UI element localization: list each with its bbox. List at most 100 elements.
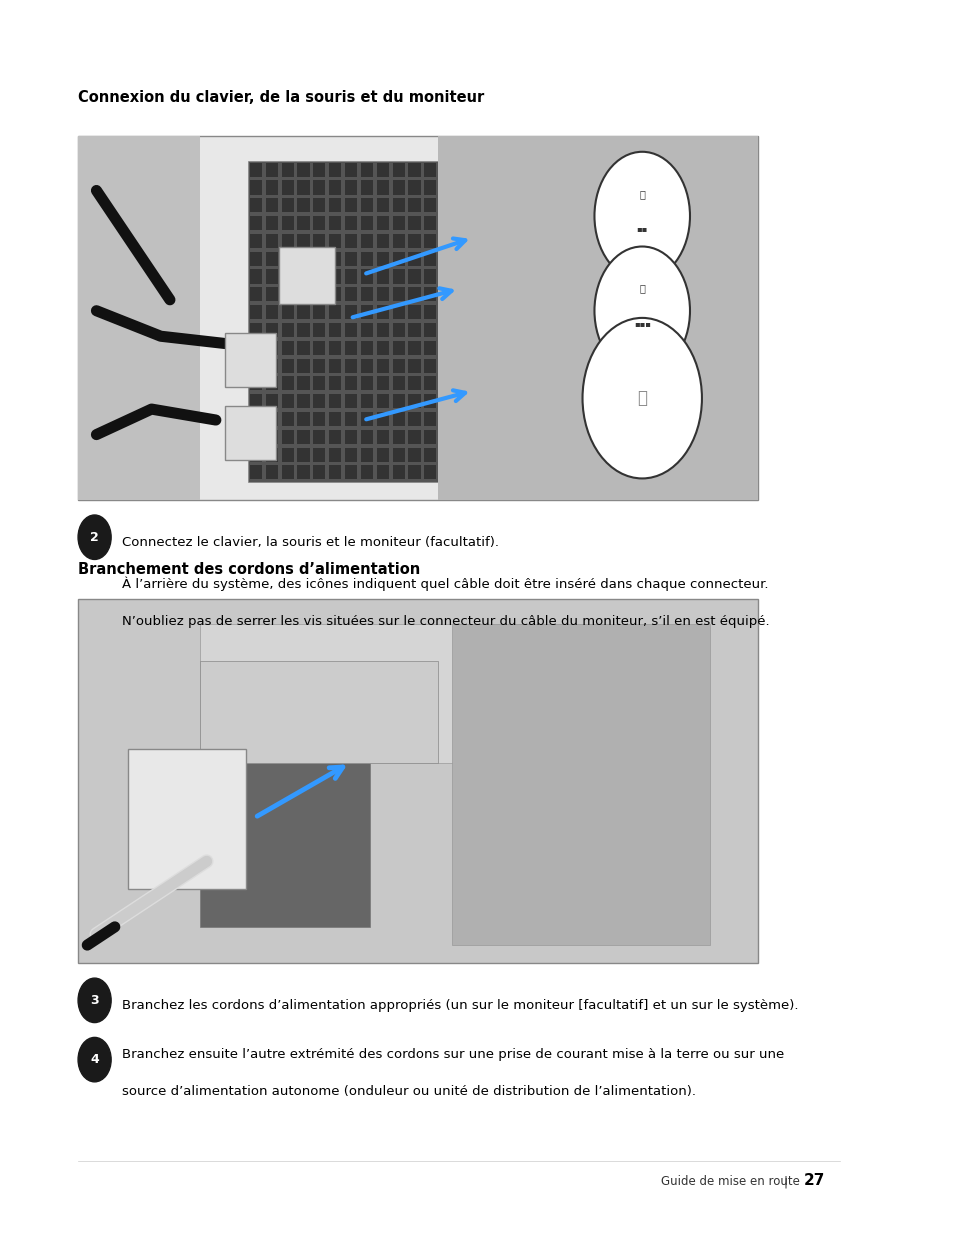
- FancyBboxPatch shape: [313, 341, 325, 354]
- FancyBboxPatch shape: [360, 394, 373, 409]
- FancyBboxPatch shape: [408, 198, 420, 212]
- FancyBboxPatch shape: [78, 136, 200, 500]
- FancyBboxPatch shape: [200, 625, 608, 763]
- FancyBboxPatch shape: [281, 233, 294, 248]
- FancyBboxPatch shape: [313, 252, 325, 266]
- FancyBboxPatch shape: [329, 198, 341, 212]
- FancyBboxPatch shape: [376, 394, 389, 409]
- FancyBboxPatch shape: [266, 322, 277, 337]
- FancyBboxPatch shape: [424, 252, 436, 266]
- Text: ⌸: ⌸: [639, 189, 644, 199]
- FancyBboxPatch shape: [313, 358, 325, 373]
- Text: Branchement des cordons d’alimentation: Branchement des cordons d’alimentation: [78, 562, 420, 577]
- FancyBboxPatch shape: [313, 163, 325, 177]
- FancyBboxPatch shape: [297, 198, 310, 212]
- FancyBboxPatch shape: [424, 198, 436, 212]
- FancyBboxPatch shape: [408, 466, 420, 479]
- FancyBboxPatch shape: [424, 305, 436, 319]
- FancyBboxPatch shape: [345, 412, 356, 426]
- FancyBboxPatch shape: [360, 252, 373, 266]
- FancyBboxPatch shape: [408, 163, 420, 177]
- FancyBboxPatch shape: [329, 180, 341, 194]
- FancyBboxPatch shape: [250, 216, 262, 230]
- FancyBboxPatch shape: [225, 406, 276, 461]
- FancyBboxPatch shape: [250, 180, 262, 194]
- FancyBboxPatch shape: [376, 288, 389, 301]
- FancyBboxPatch shape: [345, 466, 356, 479]
- FancyBboxPatch shape: [266, 305, 277, 319]
- Circle shape: [78, 1037, 111, 1082]
- FancyBboxPatch shape: [313, 322, 325, 337]
- FancyBboxPatch shape: [266, 377, 277, 390]
- FancyBboxPatch shape: [408, 288, 420, 301]
- Circle shape: [594, 247, 689, 375]
- FancyBboxPatch shape: [266, 430, 277, 443]
- FancyBboxPatch shape: [424, 180, 436, 194]
- FancyBboxPatch shape: [424, 377, 436, 390]
- FancyBboxPatch shape: [281, 216, 294, 230]
- FancyBboxPatch shape: [345, 233, 356, 248]
- FancyBboxPatch shape: [281, 198, 294, 212]
- FancyBboxPatch shape: [408, 233, 420, 248]
- FancyBboxPatch shape: [360, 466, 373, 479]
- FancyBboxPatch shape: [329, 412, 341, 426]
- FancyBboxPatch shape: [225, 333, 276, 388]
- FancyBboxPatch shape: [313, 430, 325, 443]
- FancyBboxPatch shape: [376, 252, 389, 266]
- FancyBboxPatch shape: [281, 252, 294, 266]
- FancyBboxPatch shape: [376, 430, 389, 443]
- FancyBboxPatch shape: [329, 447, 341, 462]
- Text: |: |: [782, 1174, 786, 1188]
- FancyBboxPatch shape: [281, 358, 294, 373]
- FancyBboxPatch shape: [360, 216, 373, 230]
- FancyBboxPatch shape: [266, 341, 277, 354]
- FancyBboxPatch shape: [345, 269, 356, 284]
- FancyBboxPatch shape: [360, 341, 373, 354]
- FancyBboxPatch shape: [424, 269, 436, 284]
- FancyBboxPatch shape: [313, 216, 325, 230]
- FancyBboxPatch shape: [281, 377, 294, 390]
- FancyBboxPatch shape: [297, 163, 310, 177]
- FancyBboxPatch shape: [360, 163, 373, 177]
- FancyBboxPatch shape: [424, 322, 436, 337]
- FancyBboxPatch shape: [393, 305, 404, 319]
- FancyBboxPatch shape: [313, 447, 325, 462]
- FancyBboxPatch shape: [266, 180, 277, 194]
- FancyBboxPatch shape: [281, 322, 294, 337]
- Text: ⌸: ⌸: [639, 284, 644, 294]
- FancyBboxPatch shape: [360, 412, 373, 426]
- FancyBboxPatch shape: [281, 180, 294, 194]
- FancyBboxPatch shape: [360, 288, 373, 301]
- FancyBboxPatch shape: [376, 198, 389, 212]
- FancyBboxPatch shape: [424, 466, 436, 479]
- FancyBboxPatch shape: [266, 358, 277, 373]
- FancyBboxPatch shape: [78, 599, 757, 963]
- Circle shape: [78, 515, 111, 559]
- FancyBboxPatch shape: [281, 430, 294, 443]
- FancyBboxPatch shape: [393, 163, 404, 177]
- Text: ▪▪: ▪▪: [636, 224, 647, 233]
- Circle shape: [594, 152, 689, 280]
- FancyBboxPatch shape: [313, 412, 325, 426]
- FancyBboxPatch shape: [329, 269, 341, 284]
- FancyBboxPatch shape: [408, 305, 420, 319]
- FancyBboxPatch shape: [329, 358, 341, 373]
- FancyBboxPatch shape: [424, 216, 436, 230]
- FancyBboxPatch shape: [345, 180, 356, 194]
- FancyBboxPatch shape: [393, 269, 404, 284]
- FancyBboxPatch shape: [281, 466, 294, 479]
- FancyBboxPatch shape: [313, 466, 325, 479]
- FancyBboxPatch shape: [250, 466, 262, 479]
- FancyBboxPatch shape: [360, 377, 373, 390]
- Text: Connectez le clavier, la souris et le moniteur (facultatif).: Connectez le clavier, la souris et le mo…: [122, 536, 498, 548]
- FancyBboxPatch shape: [345, 430, 356, 443]
- FancyBboxPatch shape: [248, 162, 437, 482]
- FancyBboxPatch shape: [424, 430, 436, 443]
- FancyBboxPatch shape: [424, 341, 436, 354]
- FancyBboxPatch shape: [424, 163, 436, 177]
- FancyBboxPatch shape: [200, 661, 437, 763]
- FancyBboxPatch shape: [360, 233, 373, 248]
- FancyBboxPatch shape: [376, 447, 389, 462]
- FancyBboxPatch shape: [297, 216, 310, 230]
- FancyBboxPatch shape: [376, 412, 389, 426]
